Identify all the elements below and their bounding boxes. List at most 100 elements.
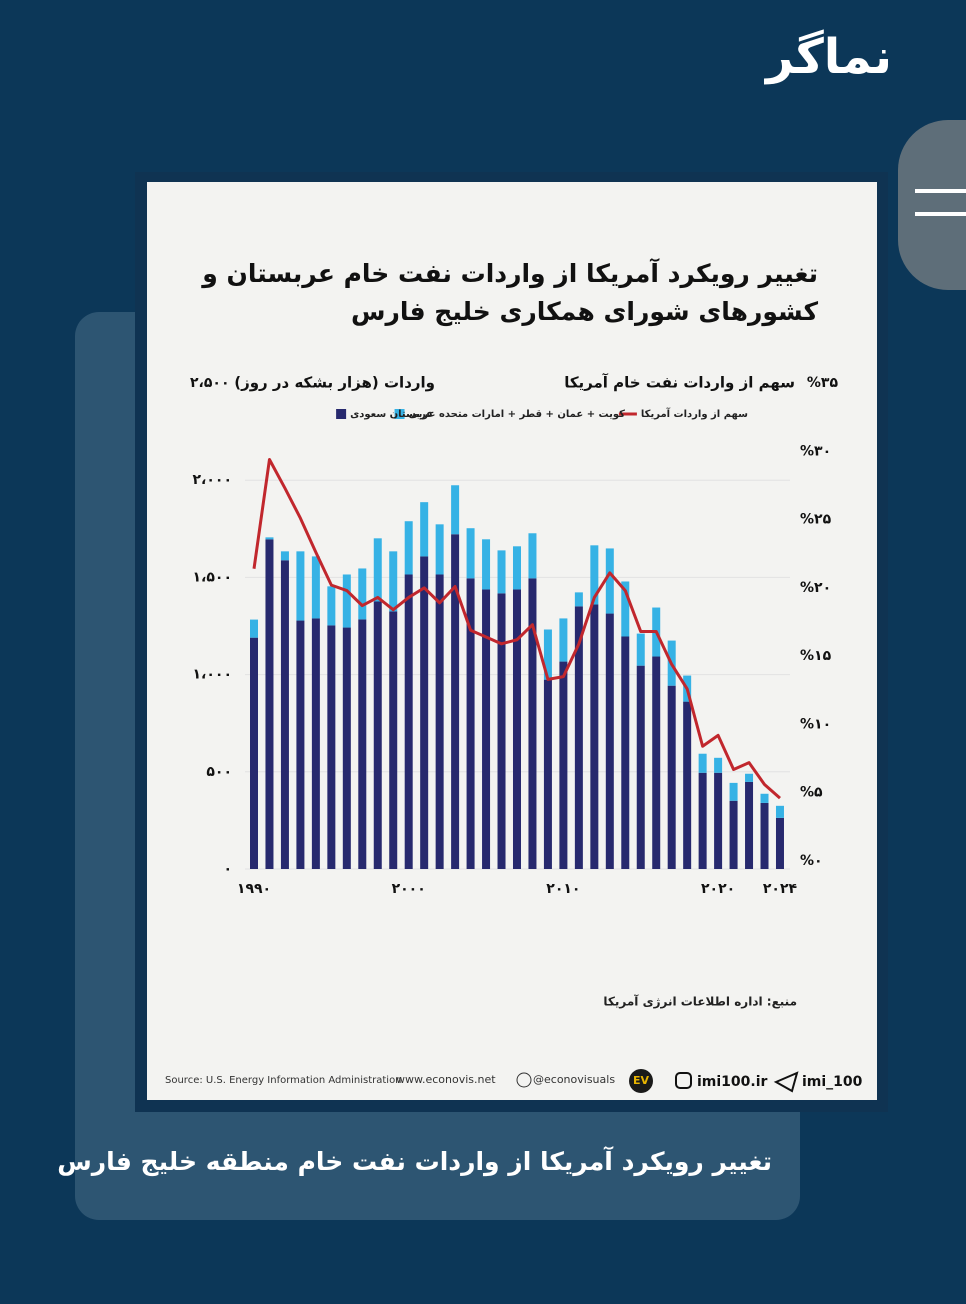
bar (250, 619, 258, 638)
y-tick-label: ۰ (223, 861, 232, 877)
bar (265, 537, 274, 540)
bar (775, 805, 784, 818)
share-line (252, 457, 781, 800)
bar (404, 574, 413, 869)
x-tick-label: ۲۰۱۰ (546, 881, 580, 897)
x-icon (516, 1072, 532, 1088)
footer-source: Source: U.S. Energy Information Administ… (165, 1075, 402, 1086)
bar (745, 781, 754, 869)
x-tick-label: ۲۰۲۴ (763, 881, 798, 897)
bar (451, 534, 460, 869)
bar (605, 613, 614, 869)
bar (667, 685, 676, 869)
bar (760, 802, 769, 869)
bar (543, 629, 552, 680)
bar (528, 578, 537, 869)
telegram-handle: imi_100 (802, 1074, 863, 1090)
y-tick-label: ۵۰۰ (206, 764, 232, 780)
bar (435, 524, 444, 575)
bar (512, 546, 521, 590)
bar (621, 581, 630, 637)
footer-handle: @econovisuals (533, 1073, 615, 1086)
x-tick-label: ۱۹۹۰ (237, 881, 271, 897)
bar (389, 611, 398, 869)
instagram-icon (675, 1072, 692, 1089)
instagram-handle: imi100.ir (697, 1074, 768, 1090)
y2-tick-label: %۲۰ (800, 580, 831, 596)
bar (482, 539, 491, 590)
bar (466, 528, 475, 579)
bar (250, 637, 258, 869)
bar (482, 589, 491, 869)
bar (435, 574, 444, 869)
chart-title: کشورهای شورای همکاری خلیج فارس (351, 297, 819, 327)
bar (342, 574, 351, 628)
bar (698, 772, 707, 869)
bar (714, 772, 723, 869)
y2-tick-label: %۵ (800, 785, 823, 801)
bar (342, 627, 351, 869)
bar (512, 589, 521, 869)
y-tick-label: ۱،۵۰۰ (193, 569, 233, 585)
bar (590, 604, 599, 869)
menu-button[interactable] (898, 120, 966, 290)
y-tick-label: ۱،۰۰۰ (193, 667, 233, 683)
bar (775, 817, 784, 869)
bar (497, 593, 506, 869)
bar (373, 601, 382, 869)
legend-label: سهم از واردات آمریکا (641, 407, 748, 420)
legend-swatch (394, 409, 405, 419)
bar (358, 568, 367, 620)
bar (296, 620, 305, 869)
bar (729, 800, 738, 869)
bar (574, 592, 583, 607)
bar (760, 793, 769, 803)
source-note: منبع: اداره اطلاعات انرژی آمریکا (603, 994, 797, 1009)
bar (559, 618, 568, 662)
telegram-icon (773, 1071, 799, 1093)
y2-axis-title: سهم از واردات نفت خام آمریکا (564, 374, 795, 392)
bar (280, 560, 289, 869)
logo: نماگر (764, 29, 892, 85)
x-tick-label: ۲۰۰۰ (392, 881, 426, 897)
bar (280, 551, 289, 561)
bar (636, 633, 645, 666)
bar (590, 545, 599, 605)
y2-tick-label: %۳۵ (807, 375, 839, 391)
bar (652, 656, 661, 869)
bar (327, 625, 336, 869)
legend-swatch (336, 409, 347, 419)
bar (497, 550, 506, 594)
bar (296, 551, 305, 621)
bar (373, 538, 382, 602)
bar (358, 619, 367, 869)
legend-label: کویت + عمان + قطر + امارات متحده عربی (409, 409, 626, 420)
chart-title: تغییر رویکرد آمریکا از واردات نفت خام عر… (200, 258, 818, 289)
footer-site: www.econovis.net (396, 1073, 496, 1086)
bar (698, 753, 707, 773)
bar (311, 556, 320, 619)
bar (559, 661, 568, 869)
bar (420, 502, 429, 557)
bar (327, 586, 336, 626)
bar (420, 556, 429, 869)
caption: تغییر رویکرد آمریکا از واردات نفت خام من… (57, 1146, 772, 1177)
x-tick-label: ۲۰۲۰ (701, 881, 735, 897)
y2-tick-label: %۲۵ (800, 512, 832, 528)
bar (636, 665, 645, 869)
bar (311, 618, 320, 869)
bar (714, 757, 723, 773)
y-axis-title: واردات (هزار بشکه در روز) (234, 374, 435, 392)
bar (543, 679, 552, 869)
y-tick-label: ۲،۵۰۰ (190, 375, 230, 391)
y2-tick-label: %۳۰ (800, 443, 831, 459)
y2-tick-label: %۰ (800, 853, 823, 869)
bar (265, 539, 274, 869)
ev-badge (629, 1069, 653, 1093)
bar (605, 548, 614, 614)
bar (528, 533, 537, 579)
legend-label: عربستان سعودی (350, 409, 433, 420)
bar (389, 551, 398, 612)
bar (466, 578, 475, 869)
